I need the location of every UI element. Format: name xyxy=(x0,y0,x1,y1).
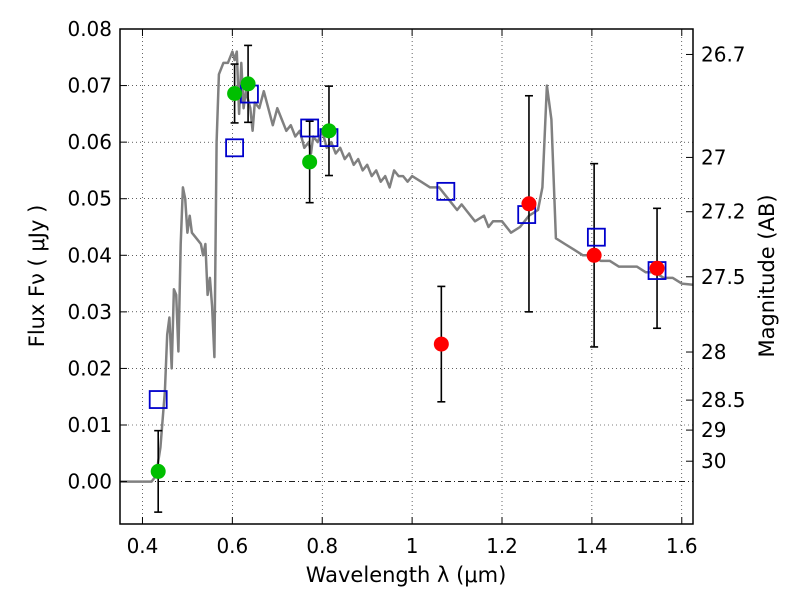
x-axis-ticks: 0.4 0.6 0.8 1 1.2 1.4 1.6 xyxy=(127,29,698,558)
magnitude-axis-title: Magnitude (AB) xyxy=(755,194,779,357)
observed-flux-marker xyxy=(649,260,665,276)
magnitude-tick-label: 29 xyxy=(701,418,726,442)
y-tick-label: 0.00 xyxy=(67,470,112,494)
magnitude-tick-label: 27.2 xyxy=(701,200,746,224)
y-tick-label: 0.01 xyxy=(67,413,112,437)
magnitude-tick-label: 27 xyxy=(701,145,726,169)
magnitude-tick-label: 30 xyxy=(701,449,726,473)
observed-flux-marker xyxy=(321,123,337,139)
observed-flux-marker xyxy=(521,196,537,212)
magnitude-tick-label: 28.5 xyxy=(701,388,746,412)
x-tick-label: 0.4 xyxy=(127,534,159,558)
y-tick-label: 0.08 xyxy=(67,17,112,41)
x-tick-label: 1.4 xyxy=(576,534,608,558)
observed-flux-marker xyxy=(227,85,243,101)
x-tick-label: 1.2 xyxy=(486,534,518,558)
model-photometry-marker xyxy=(225,138,245,158)
magnitude-tick-label: 26.7 xyxy=(701,42,746,66)
y-tick-label: 0.03 xyxy=(67,300,112,324)
x-axis-title: Wavelength λ (μm) xyxy=(306,563,507,587)
model-photometry-marker xyxy=(436,181,456,201)
observed-flux-marker xyxy=(240,76,256,92)
magnitude-axis-ticks: 26.7 27 27.2 27.5 28 28.5 29 30 xyxy=(686,42,746,473)
y-tick-label: 0.06 xyxy=(67,130,112,154)
y-tick-label: 0.04 xyxy=(67,243,112,267)
observed-flux-marker xyxy=(586,247,602,263)
x-tick-label: 1 xyxy=(406,534,419,558)
marker-layer xyxy=(148,76,667,479)
observed-flux-marker xyxy=(150,463,166,479)
observed-flux-marker xyxy=(433,336,449,352)
magnitude-tick-label: 27.5 xyxy=(701,265,746,289)
magnitude-tick-label: 28 xyxy=(701,340,726,364)
model-photometry-marker xyxy=(586,227,606,247)
x-tick-label: 1.6 xyxy=(666,534,698,558)
x-tick-label: 0.6 xyxy=(216,534,248,558)
model-photometry-marker xyxy=(148,390,168,409)
x-tick-label: 0.8 xyxy=(306,534,338,558)
y-tick-label: 0.02 xyxy=(67,356,112,380)
y-tick-label: 0.07 xyxy=(67,74,112,98)
y-axis-title: Flux Fν ( μJy ) xyxy=(25,205,49,348)
observed-flux-marker xyxy=(302,154,318,170)
y-axis-ticks: 0.00 0.01 0.02 0.03 0.04 0.05 0.06 0.07 0.08 xyxy=(67,17,127,494)
grid xyxy=(120,28,693,524)
y-tick-label: 0.05 xyxy=(67,187,112,211)
model-photometry-marker xyxy=(300,118,320,138)
